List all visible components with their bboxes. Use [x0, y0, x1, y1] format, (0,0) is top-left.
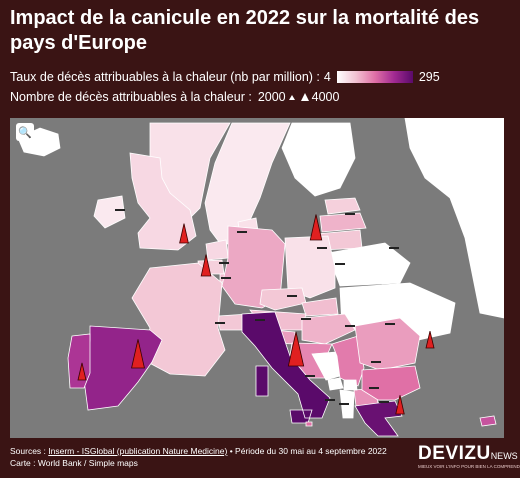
- search-icon: 🔍: [18, 126, 32, 139]
- capital-mark: [389, 247, 399, 249]
- capital-mark: [237, 231, 247, 233]
- map-credit: Carte : World Bank / Simple maps: [10, 458, 138, 468]
- country-ireland[interactable]: [93, 195, 126, 229]
- deaths-marker-france[interactable]: [200, 254, 212, 277]
- sources-credit: Sources : Inserm - ISGlobal (publication…: [10, 445, 410, 469]
- europe-map[interactable]: 🔍: [10, 118, 504, 438]
- logo-brand-text: DEVIZU: [418, 443, 491, 464]
- rate-legend-max: 295: [418, 70, 440, 84]
- country-greece[interactable]: [354, 400, 403, 437]
- deaths-legend: Nombre de décès attribuables à la chaleu…: [10, 89, 339, 105]
- capital-mark: [339, 403, 349, 405]
- country-netherlands[interactable]: [205, 239, 229, 261]
- country-belarus[interactable]: [327, 242, 411, 287]
- capital-mark: [345, 213, 355, 215]
- deaths-legend-max: 4000: [311, 90, 340, 104]
- capital-mark: [325, 399, 335, 401]
- capital-marks: [115, 209, 399, 405]
- deaths-legend-label: Nombre de décès attribuables à la chaleu…: [10, 90, 252, 104]
- capital-mark: [371, 361, 381, 363]
- country-estonia[interactable]: [324, 197, 361, 215]
- deaths-marker-italy[interactable]: [287, 331, 305, 367]
- europe-map-svg: [17, 118, 504, 437]
- sources-period: • Période du 30 mai au 4 septembre 2022: [227, 446, 387, 456]
- deaths-marker-spain[interactable]: [131, 339, 145, 369]
- rate-legend-min: 4: [323, 70, 331, 84]
- deaths-legend-min: 2000: [257, 90, 286, 104]
- capital-mark: [305, 375, 315, 377]
- capital-mark: [379, 401, 389, 403]
- capital-mark: [255, 319, 265, 321]
- country-romania[interactable]: [354, 317, 421, 371]
- rate-legend-label: Taux de décès attribuables à la chaleur …: [10, 70, 320, 84]
- deaths-marker-germany[interactable]: [309, 214, 323, 241]
- capital-mark: [115, 209, 125, 211]
- deaths-marker-united-kingdom[interactable]: [179, 223, 189, 244]
- country-kosovo[interactable]: [343, 379, 358, 391]
- page-title: Impact de la canicule en 2022 sur la mor…: [10, 7, 480, 54]
- country-bulgaria[interactable]: [361, 365, 421, 401]
- capital-mark: [219, 262, 229, 264]
- rate-color-gradient: [336, 71, 413, 83]
- country-slovakia[interactable]: [301, 297, 339, 317]
- large-triangle-icon: [300, 93, 309, 101]
- devizu-logo: DEVIZUNEWS MIEUX VOIR L'INFO POUR BIEN L…: [418, 443, 520, 469]
- capital-mark: [317, 247, 327, 249]
- deaths-marker-layer: [77, 214, 435, 415]
- capital-mark: [215, 322, 225, 324]
- country-germany[interactable]: [221, 225, 286, 309]
- sources-prefix: Sources :: [10, 446, 49, 456]
- country-united-kingdom[interactable]: [129, 152, 197, 251]
- country-malta[interactable]: [305, 421, 313, 427]
- small-triangle-icon: [288, 94, 295, 100]
- rate-legend: Taux de décès attribuables à la chaleur …: [10, 69, 440, 85]
- logo-suffix: NEWS: [490, 451, 518, 461]
- logo-tagline: MIEUX VOIR L'INFO POUR BIEN LA COMPRENDR…: [418, 464, 520, 469]
- capital-mark: [335, 263, 345, 265]
- capital-mark: [345, 325, 355, 327]
- country-latvia[interactable]: [319, 212, 367, 233]
- country-hungary[interactable]: [301, 313, 356, 345]
- country-russia[interactable]: [404, 118, 504, 319]
- sources-line: Sources : Inserm - ISGlobal (publication…: [10, 445, 410, 457]
- capital-mark: [221, 277, 231, 279]
- map-search-button[interactable]: 🔍: [16, 123, 34, 141]
- capital-mark: [369, 387, 379, 389]
- country-spain[interactable]: [83, 325, 163, 411]
- country-montenegro[interactable]: [327, 377, 344, 391]
- capital-mark: [385, 323, 395, 325]
- capital-mark: [301, 318, 311, 320]
- deaths-marker-romania[interactable]: [425, 331, 435, 349]
- deaths-marker-greece[interactable]: [395, 395, 405, 415]
- capital-mark: [287, 295, 297, 297]
- country-czechia[interactable]: [259, 287, 307, 311]
- deaths-marker-portugal[interactable]: [77, 362, 87, 381]
- sources-link[interactable]: Inserm - ISGlobal (publication Nature Me…: [48, 446, 228, 456]
- country-cyprus[interactable]: [479, 415, 497, 427]
- logo-brand: DEVIZUNEWS: [418, 443, 518, 465]
- country-finland[interactable]: [281, 122, 356, 197]
- country-layer: [17, 118, 504, 437]
